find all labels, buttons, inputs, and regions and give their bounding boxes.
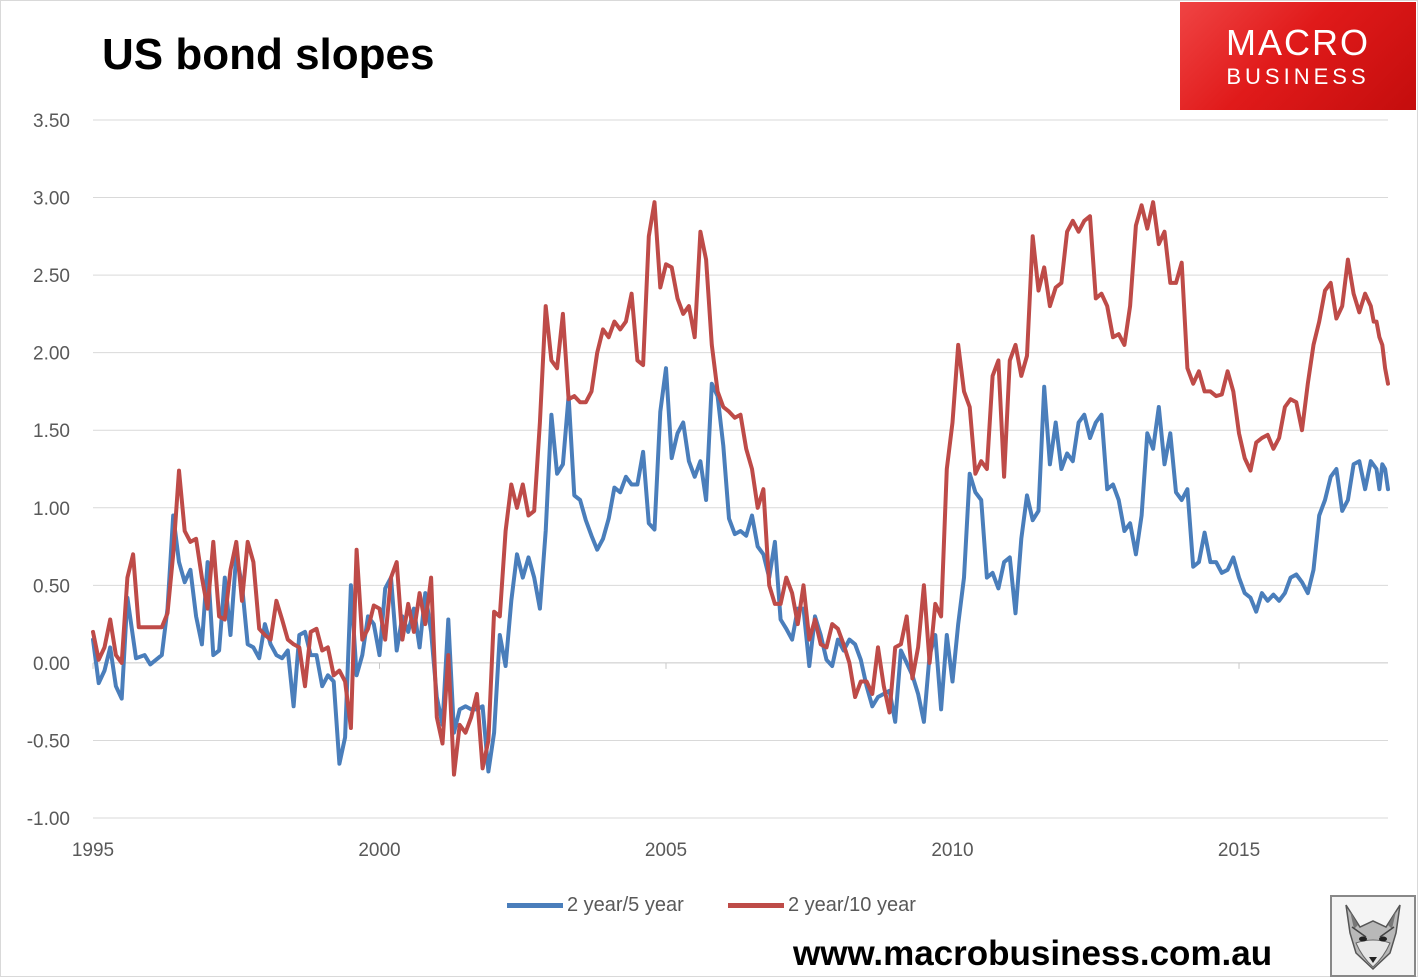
x-tick-label: 1995 (72, 840, 114, 861)
y-axis: -1.00 -0.50 0.00 0.50 1.00 1.50 2.00 2.50 3.00 3.… (27, 111, 70, 830)
legend-swatch (728, 903, 784, 908)
y-tick-label: 0.00 (33, 654, 70, 675)
series-lines (91, 200, 1390, 777)
y-tick-label: 0.50 (33, 576, 70, 597)
y-tick-label: -1.00 (27, 809, 70, 830)
y-tick-label: -0.50 (27, 731, 70, 752)
y-tick-label: 3.50 (33, 111, 70, 132)
legend-item: 2 year/5 year (507, 894, 684, 917)
legend: 2 year/5 year 2 year/10 year (0, 894, 1418, 922)
x-tick-label: 2015 (1218, 840, 1260, 861)
legend-label: 2 year/5 year (567, 894, 684, 916)
y-tick-label: 1.50 (33, 421, 70, 442)
chart-title: US bond slopes (102, 30, 435, 79)
macro-business-logo: MACRO BUSINESS (1180, 2, 1416, 110)
gridlines (93, 119, 1388, 819)
legend-swatch (507, 903, 563, 908)
x-tick-label: 2005 (645, 840, 687, 861)
fox-head-icon (1330, 895, 1416, 977)
legend-label: 2 year/10 year (788, 894, 916, 916)
logo-text-macro: MACRO (1226, 22, 1370, 63)
x-axis: 1995 2000 2005 2010 2015 (72, 662, 1260, 861)
y-tick-label: 2.50 (33, 266, 70, 287)
x-tick-label: 2000 (358, 840, 400, 861)
legend-item: 2 year/10 year (728, 894, 916, 917)
logo-text-business: BUSINESS (1226, 64, 1370, 89)
y-tick-label: 3.00 (33, 189, 70, 210)
y-tick-label: 1.00 (33, 499, 70, 520)
x-tick-label: 2010 (931, 840, 973, 861)
series-line-two-ten-year (91, 200, 1390, 777)
y-tick-label: 2.00 (33, 344, 70, 365)
series-line-two-five-year (91, 366, 1390, 774)
website-url: www.macrobusiness.com.au (793, 934, 1273, 973)
